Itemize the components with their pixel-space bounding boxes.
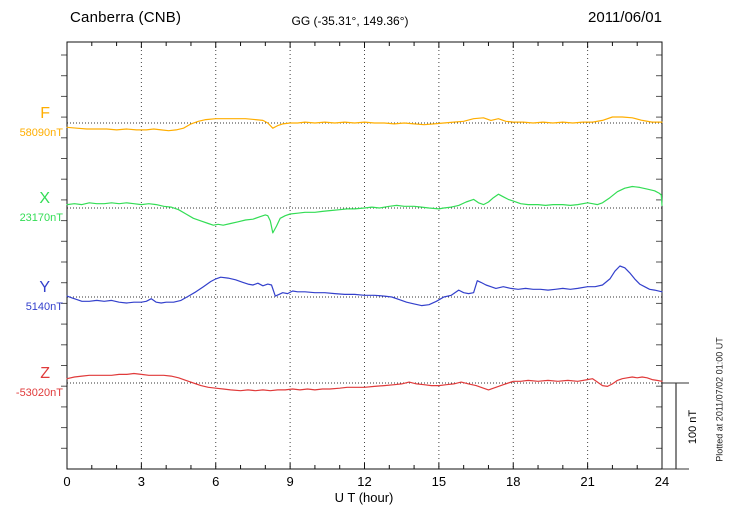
x-tick-label-15: 15 [431,474,447,489]
channel-base-value-F: 58090nT [19,127,63,139]
channel-letter-Y: Y [39,279,50,296]
trace-F [66,116,663,132]
channel-base-value-X: 23170nT [19,212,63,224]
station-title: Canberra (CNB) [70,9,182,26]
trace-Z [66,372,663,392]
plot-date: 2011/06/01 [588,9,662,26]
trace-X [66,185,663,234]
x-tick-label-21: 21 [580,474,595,489]
station-coordinates: GG (-35.31°, 149.36°) [291,14,409,28]
x-axis-title: U T (hour) [334,490,394,505]
x-tick-label-9: 9 [286,474,294,489]
channel-letter-Z: Z [40,365,50,382]
trace-Y [66,265,663,307]
scale-bar [662,382,689,470]
x-tick-label-6: 6 [212,474,220,489]
channel-letter-X: X [39,190,50,207]
channel-letter-F: F [40,105,50,122]
x-tick-label-12: 12 [357,474,372,489]
x-tick-label-24: 24 [654,474,670,489]
x-tick-label-18: 18 [506,474,521,489]
plotted-at-note: Plotted at 2011/07/02 01:00 UT [714,337,725,462]
channel-base-value-Z: -53020nT [15,387,63,399]
x-tick-label-3: 3 [137,474,145,489]
x-tick-label-0: 0 [63,474,71,489]
plot-frame [66,41,663,470]
scale-bar-label: 100 nT [687,409,699,445]
channel-base-value-Y: 5140nT [25,301,63,313]
